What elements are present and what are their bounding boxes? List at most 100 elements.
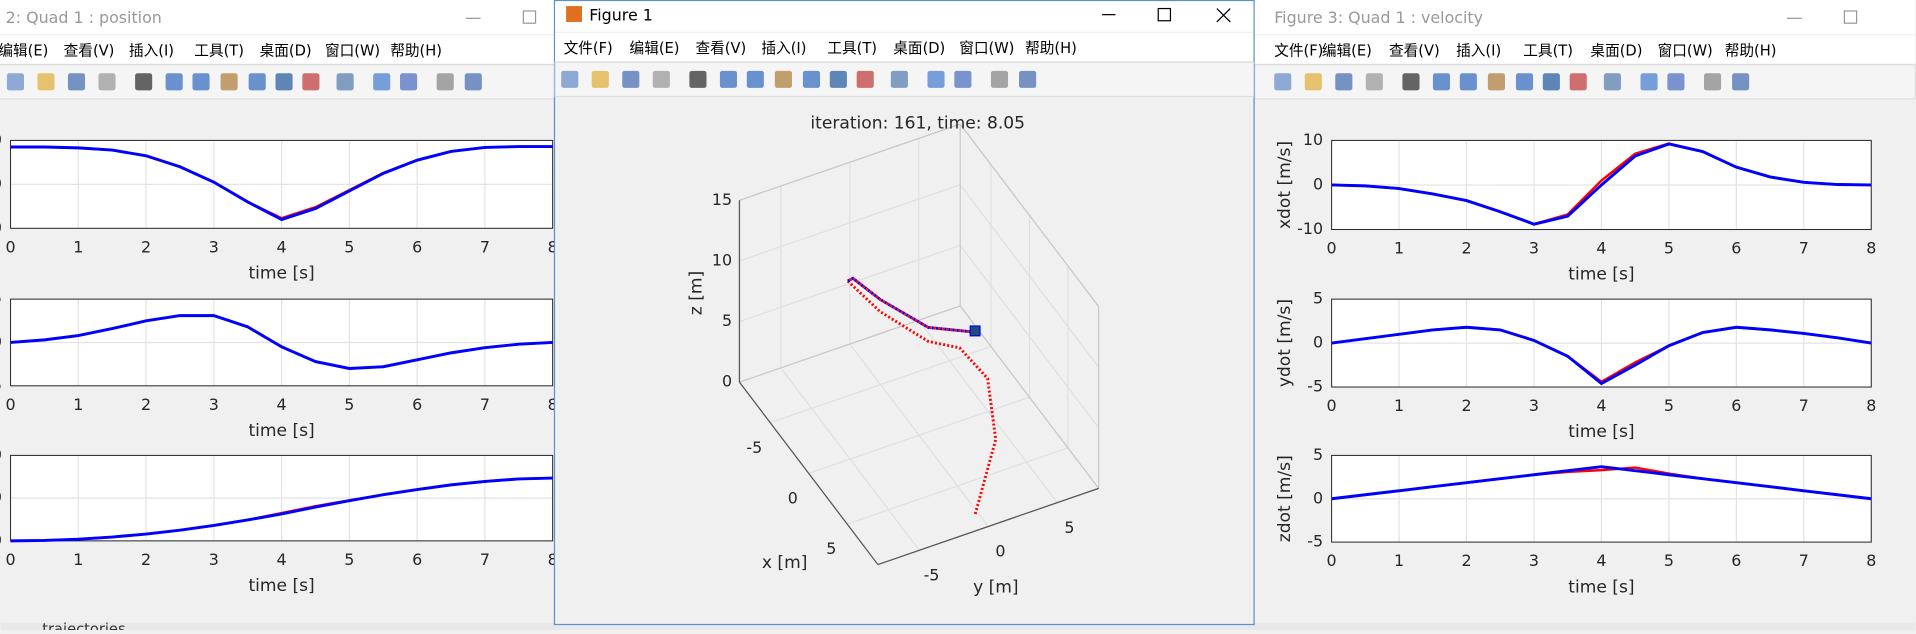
menu-item[interactable]: 窗口(W) [1658,41,1713,59]
menu-item[interactable]: 插入(I) [761,40,806,57]
toolbar-button[interactable] [1432,73,1451,91]
menu-item[interactable]: 查看(V) [1389,42,1440,59]
toolbar-button[interactable] [464,73,482,91]
toolbar-button[interactable] [774,70,792,88]
toolbar-button[interactable] [1603,73,1621,91]
title-bar [1254,0,1916,35]
menu-item[interactable]: 查看(V) [64,42,115,59]
y-tick-label: 5 [0,289,2,308]
toolbar-button[interactable] [37,73,55,91]
menu-item[interactable]: 编辑(E) [0,42,48,59]
menu-item[interactable]: 窗口(W) [959,39,1014,57]
x-tick-label: 0 [6,550,16,569]
toolbar-button[interactable] [1402,73,1420,91]
x-tick-label: 8 [548,550,558,569]
menu-item[interactable]: 文件(F) [564,40,613,57]
x-tick-label: 8 [1866,239,1876,258]
x-tick-label: 4 [277,395,287,414]
toolbar-button[interactable] [275,73,293,91]
toolbar-button[interactable] [1335,73,1353,91]
x-axis-label: time [s] [248,576,314,596]
toolbar-button[interactable] [67,73,86,91]
y-tick-label: -10 [0,218,2,237]
window-title: 2: Quad 1 : position [6,8,162,27]
menu-item[interactable]: 编辑(E) [1322,42,1372,59]
toolbar-button[interactable] [436,73,454,91]
menu-item[interactable]: 插入(I) [1456,42,1501,59]
grid-line [780,367,920,551]
menu-item[interactable]: 文件(F) [1274,42,1323,59]
grid-line [959,244,1100,429]
y-tick-label: 5 [1313,445,1323,464]
toolbar-button[interactable] [400,73,418,91]
menu-item[interactable]: 插入(I) [129,42,174,59]
y-tick-label: -5 [924,565,940,584]
toolbar-button[interactable] [1703,73,1722,91]
x-axis-label: x [m] [762,553,808,573]
x-tick-label: 8 [548,237,558,256]
toolbar-button[interactable] [890,70,908,88]
toolbar-button[interactable] [1487,73,1505,91]
y-tick-label: 0 [995,542,1005,561]
toolbar-button[interactable] [802,70,821,88]
menu-item[interactable]: 帮助(H) [390,42,442,59]
toolbar-button[interactable] [591,70,609,88]
toolbar-button[interactable] [1569,73,1587,91]
x-tick-label: 7 [480,237,490,256]
toolbar-button[interactable] [1667,73,1685,91]
grid-line [849,343,989,527]
toolbar-button[interactable] [165,73,183,91]
toolbar-button[interactable] [192,73,210,91]
toolbar-button[interactable] [1515,73,1534,91]
toolbar-button[interactable] [373,73,391,91]
toolbar-button[interactable] [1019,70,1037,88]
toolbar-button[interactable] [719,70,738,88]
toolbar-button[interactable] [652,70,670,88]
toolbar-button[interactable] [1365,73,1383,91]
menu-item[interactable]: 帮助(H) [1025,40,1077,57]
menu-item[interactable]: 工具(T) [827,40,877,57]
y-tick-label: 5 [1313,289,1323,308]
toolbar-button[interactable] [689,70,707,88]
toolbar-button[interactable] [990,70,1009,88]
menu-item[interactable]: 查看(V) [696,40,747,57]
menu-item[interactable]: 工具(T) [1523,42,1573,59]
toolbar-button[interactable] [1274,73,1292,91]
toolbar [554,61,1255,98]
toolbar-button[interactable] [98,73,116,91]
toolbar-button[interactable] [954,70,972,88]
menu-item[interactable]: 编辑(E) [630,40,680,57]
toolbar-button[interactable] [829,70,847,88]
toolbar-button[interactable] [248,73,266,91]
menu-item[interactable]: 窗口(W) [325,41,380,59]
toolbar-button[interactable] [1542,73,1560,91]
toolbar-button[interactable] [1304,73,1322,91]
toolbar-button[interactable] [1732,73,1750,91]
maximize[interactable] [1843,10,1858,24]
toolbar-button[interactable] [622,70,640,88]
toolbar-button[interactable] [1459,73,1477,91]
toolbar-button[interactable] [135,73,153,91]
menu-bar [0,35,558,64]
toolbar-button[interactable] [220,73,238,91]
toolbar-button[interactable] [856,70,874,88]
menu-item[interactable]: 桌面(D) [260,42,312,59]
toolbar-button[interactable] [336,73,354,91]
x-tick-label: 6 [1731,551,1741,570]
menu-item[interactable]: 桌面(D) [893,40,945,57]
y-tick-label: 10 [0,488,2,507]
taskbar-item: trajectories [42,621,125,630]
toolbar-button[interactable] [927,70,945,88]
toolbar-button[interactable] [746,70,764,88]
toolbar-button[interactable] [1640,73,1658,91]
y-tick-label: 0 [1313,333,1323,352]
toolbar-button[interactable] [561,70,579,88]
close[interactable] [1216,8,1231,23]
menu-item[interactable]: 工具(T) [194,42,244,59]
toolbar-button[interactable] [302,73,320,91]
maximize[interactable] [1157,7,1172,22]
maximize[interactable] [522,10,537,24]
menu-item[interactable]: 桌面(D) [1590,42,1642,59]
menu-item[interactable]: 帮助(H) [1725,42,1777,59]
toolbar-button[interactable] [6,73,24,91]
